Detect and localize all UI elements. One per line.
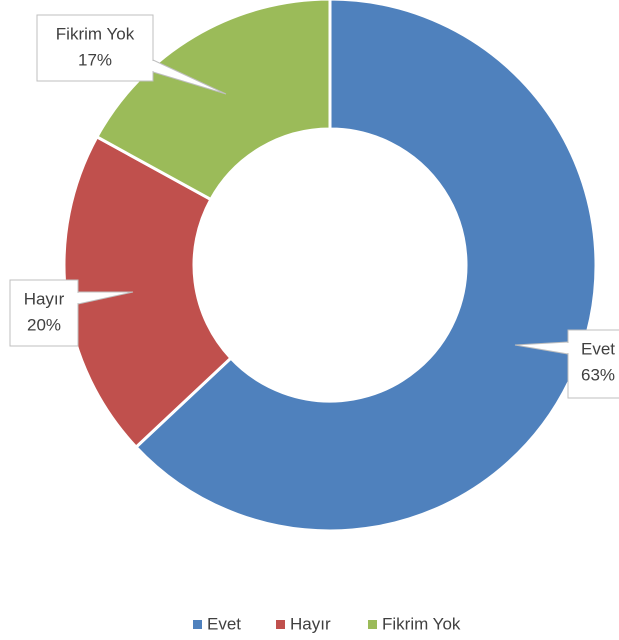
data-label-value: 17%	[78, 50, 112, 69]
data-label-value: 20%	[27, 315, 61, 334]
legend-label: Evet	[207, 614, 241, 633]
data-label-value: 63%	[581, 365, 615, 384]
legend-swatch	[193, 620, 202, 629]
donut-slice	[133, 0, 598, 533]
legend-swatch	[276, 620, 285, 629]
donut-slice	[62, 134, 233, 450]
callout-box	[567, 329, 619, 399]
data-label-name: Evet	[581, 339, 615, 358]
callout-box	[9, 279, 79, 347]
data-label-name: Hayır	[24, 289, 65, 308]
legend-label: Hayır	[290, 614, 331, 633]
data-label-name: Fikrim Yok	[56, 24, 135, 43]
legend-label: Fikrim Yok	[382, 614, 461, 633]
legend-swatch	[368, 620, 377, 629]
callout-box	[36, 14, 154, 82]
